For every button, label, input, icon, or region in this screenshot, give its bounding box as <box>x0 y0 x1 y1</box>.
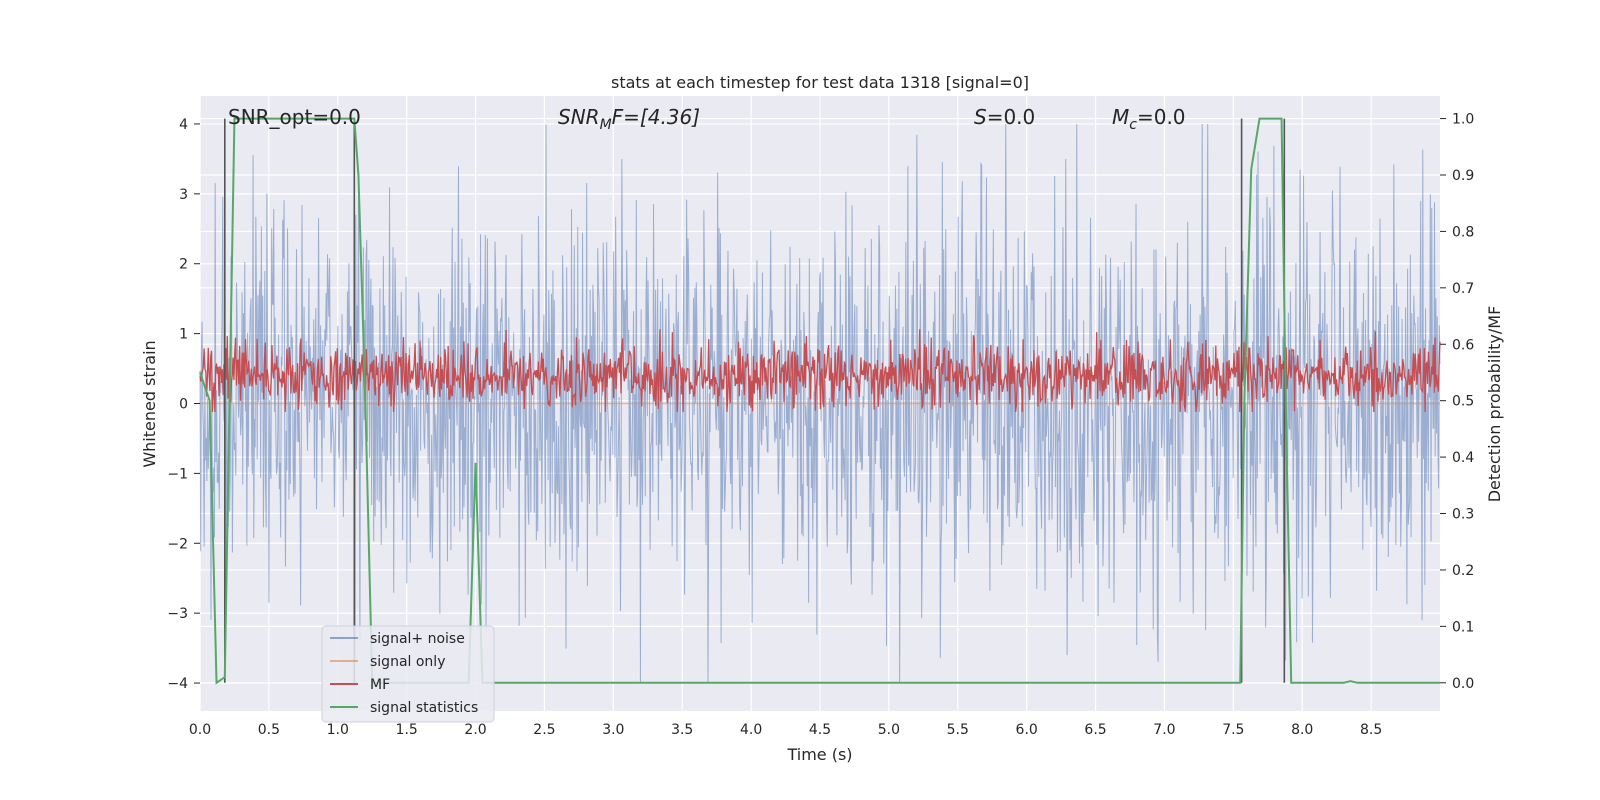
y-left-tick-label: 1 <box>179 327 188 343</box>
mc-sub: c <box>1129 117 1137 133</box>
y-right-tick-label: 0.3 <box>1452 507 1474 523</box>
y-left-tick-label: 3 <box>179 187 188 203</box>
x-tick-label: 2.0 <box>464 722 486 738</box>
x-tick-label: 0.5 <box>258 722 280 738</box>
legend-label-signal-only: signal only <box>370 654 445 670</box>
y-right-tick-label: 0.7 <box>1452 281 1474 297</box>
y-right-tick-label: 0.0 <box>1452 676 1474 692</box>
annotation-mc: Mc=0.0 <box>1112 105 1186 133</box>
x-tick-label: 7.5 <box>1222 722 1244 738</box>
x-tick-label: 1.0 <box>327 722 349 738</box>
x-tick-label: 8.0 <box>1291 722 1313 738</box>
chart-title: stats at each timestep for test data 131… <box>611 73 1029 92</box>
left-y-axis-ticks: −4 −3 −2 −1 0 1 2 3 4 <box>167 117 200 692</box>
x-tick-label: 7.0 <box>1153 722 1175 738</box>
y-right-tick-label: 0.6 <box>1452 337 1474 353</box>
x-axis-ticks: 0.0 0.5 1.0 1.5 2.0 2.5 3.0 3.5 4.0 4.5 5.0 5.5 6.0 6… <box>189 722 1382 738</box>
x-tick-label: 1.5 <box>396 722 418 738</box>
legend: signal+ noise signal only MF signal stat… <box>321 625 495 723</box>
right-y-axis-label: Detection probability/MF <box>1485 306 1504 503</box>
left-y-axis-label: Whitened strain <box>140 340 159 467</box>
y-right-tick-label: 1.0 <box>1452 112 1474 128</box>
snr-mf-rest: F=[4.36] <box>612 105 700 129</box>
y-left-tick-label: −4 <box>167 676 188 692</box>
annotation-snr-opt: SNR_opt=0.0 <box>228 105 361 129</box>
annotation-s: S=0.0 <box>974 105 1035 129</box>
y-right-tick-label: 0.2 <box>1452 563 1474 579</box>
x-tick-label: 4.5 <box>809 722 831 738</box>
x-tick-label: 5.0 <box>878 722 900 738</box>
legend-label-stats: signal statistics <box>370 700 478 716</box>
series-mf-line <box>199 329 1441 413</box>
y-left-tick-label: −3 <box>167 606 188 622</box>
mc-rest: =0.0 <box>1137 105 1186 129</box>
y-left-tick-label: 0 <box>179 397 188 413</box>
legend-label-mf: MF <box>370 677 390 693</box>
annotation-snr-mf: SNRMF=[4.36] <box>558 105 700 133</box>
y-left-tick-label: −1 <box>167 466 188 482</box>
x-tick-label: 6.5 <box>1084 722 1106 738</box>
s-rest: =0.0 <box>987 105 1036 129</box>
x-tick-label: 5.5 <box>947 722 969 738</box>
y-right-tick-label: 0.1 <box>1452 619 1474 635</box>
y-right-tick-label: 0.9 <box>1452 168 1474 184</box>
mf-series-layer <box>199 329 1441 413</box>
x-tick-label: 3.5 <box>671 722 693 738</box>
x-tick-label: 6.0 <box>1016 722 1038 738</box>
x-tick-label: 4.0 <box>740 722 762 738</box>
x-tick-label: 8.5 <box>1360 722 1382 738</box>
y-right-tick-label: 0.8 <box>1452 224 1474 240</box>
y-right-tick-label: 0.4 <box>1452 450 1474 466</box>
y-right-tick-label: 0.5 <box>1452 394 1474 410</box>
x-tick-label: 2.5 <box>533 722 555 738</box>
right-y-axis-ticks: 0.0 0.1 0.2 0.3 0.4 0.5 0.6 0.7 0.8 0.9 1.0 <box>1440 112 1474 692</box>
x-tick-label: 0.0 <box>189 722 211 738</box>
y-left-tick-label: −2 <box>167 536 188 552</box>
x-tick-label: 3.0 <box>602 722 624 738</box>
vertical-markers <box>224 118 1286 683</box>
legend-label-noise: signal+ noise <box>370 631 465 647</box>
mc-prefix: M <box>1112 105 1129 129</box>
snr-mf-sub: M <box>600 117 612 133</box>
x-axis-label: Time (s) <box>786 745 852 764</box>
snr-mf-prefix: SNR <box>558 105 600 129</box>
y-left-tick-label: 2 <box>179 257 188 273</box>
s-prefix: S <box>974 105 987 129</box>
legend-box <box>321 625 495 723</box>
y-left-tick-label: 4 <box>179 117 188 133</box>
series-signal-noise-line <box>199 123 1441 684</box>
